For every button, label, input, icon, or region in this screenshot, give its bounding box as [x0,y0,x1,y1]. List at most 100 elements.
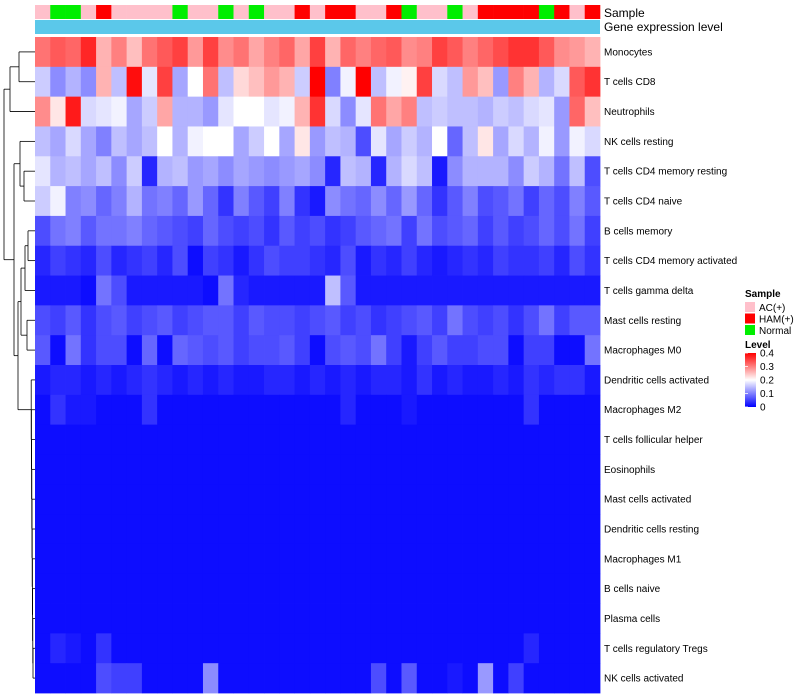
heatmap-cell [462,66,479,98]
heatmap-cell [65,514,82,545]
heatmap-cell [80,603,97,634]
sample-annotation-cell [538,5,555,19]
heatmap-cell [493,37,509,68]
heatmap-cell [569,245,586,276]
level-tick-label: 0.1 [760,389,774,400]
heatmap-cell [187,514,204,545]
heatmap-cell [493,96,509,127]
heatmap-cell [554,275,570,306]
heatmap-cell [248,245,265,276]
heatmap-cell [202,365,219,396]
heatmap-cell [202,66,219,98]
heatmap-cell [538,543,555,575]
heatmap-cell [584,603,601,634]
heatmap-cell [325,663,341,694]
legend-sample-title: Sample [745,289,781,300]
heatmap-cell [386,215,402,247]
heatmap-cell [126,365,143,396]
heatmap-cell [523,394,540,426]
heatmap-cell [370,96,387,127]
heatmap-cell [355,275,372,306]
heatmap-cell [157,424,173,455]
heatmap-cell [157,484,173,515]
heatmap-cell [248,37,265,68]
heatmap-cell [370,514,387,545]
heatmap-cell [294,215,311,247]
heatmap-cell [416,454,433,485]
heatmap-cell [35,215,51,247]
heatmap-cell [96,514,112,545]
heatmap-cell [432,66,448,98]
heatmap-cell [569,66,586,98]
heatmap-cell [462,424,479,455]
heatmap-cell [111,633,128,664]
row-label: NK cells activated [604,674,683,685]
heatmap-cell [386,514,402,545]
heatmap-cell [538,37,555,68]
heatmap-cell [493,126,509,157]
heatmap-cell [523,514,540,545]
heatmap-cell [111,365,128,396]
heatmap-cell [554,305,570,336]
heatmap-cell [477,305,494,336]
heatmap-cell [401,514,418,545]
heatmap-cell [569,186,586,217]
heatmap-cell [279,186,295,217]
heatmap-cell [569,603,586,634]
heatmap-cell [172,96,189,127]
heatmap-cell [233,663,250,694]
heatmap-cell [264,37,280,68]
heatmap-cell [80,514,97,545]
heatmap-cell [111,66,128,98]
heatmap-cell [126,514,143,545]
heatmap-cell [172,365,189,396]
heatmap-cell [554,126,570,157]
heatmap-cell [569,215,586,247]
heatmap-cell [477,573,494,604]
heatmap-cell [325,424,341,455]
heatmap-cell [325,543,341,575]
heatmap-cell [508,663,525,694]
heatmap-cell [157,663,173,694]
sample-annotation-cell [355,5,372,19]
heatmap-cell [141,126,158,157]
heatmap-cell [111,573,128,604]
heatmap-cell [35,126,51,157]
heatmap-cell [35,484,51,515]
heatmap-cell [294,394,311,426]
heatmap-cell [416,37,433,68]
heatmap-cell [386,484,402,515]
heatmap-cell [523,305,540,336]
heatmap-cell [172,514,189,545]
sample-annotation-cell [340,5,356,19]
heatmap-cell [96,335,112,366]
heatmap-cell [462,305,479,336]
heatmap-cell [141,215,158,247]
heatmap-cell [279,245,295,276]
heatmap-cell [202,394,219,426]
sample-annotation-cell [432,5,448,19]
heatmap-cell [584,245,601,276]
heatmap-cell [279,454,295,485]
heatmap-cell [416,424,433,455]
heatmap-cell [50,37,66,68]
heatmap-cell [172,573,189,604]
heatmap-cell [96,37,112,68]
heatmap-cell [569,663,586,694]
row-label: Plasma cells [604,614,660,625]
heatmap-cell [202,275,219,306]
heatmap-cell [508,245,525,276]
heatmap-cell [248,663,265,694]
heatmap-cell [65,633,82,664]
heatmap-cell [355,37,372,68]
heatmap-cell [432,96,448,127]
heatmap-cell [569,335,586,366]
heatmap-cell [370,543,387,575]
heatmap-cell [432,454,448,485]
heatmap-cell [370,245,387,276]
heatmap-cell [447,424,463,455]
heatmap-cell [50,126,66,157]
heatmap-cell [309,573,326,604]
heatmap-cell [538,633,555,664]
heatmap-cell [309,275,326,306]
